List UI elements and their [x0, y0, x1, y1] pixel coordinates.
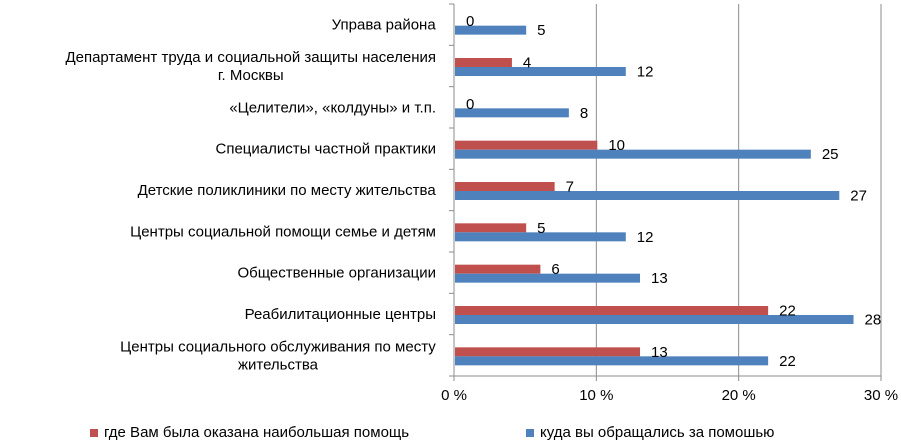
- data-label-series-1: 13: [651, 344, 668, 361]
- data-label-series-2: 22: [779, 353, 796, 370]
- data-label-series-2: 27: [850, 188, 867, 205]
- legend-item-series-1: где Вам была оказана наибольшая помощь: [90, 424, 409, 441]
- category-label: Центры социальной помощи семье и детям: [130, 223, 436, 240]
- data-label-series-1: 4: [523, 55, 531, 72]
- legend-item-series-2: куда вы обращались за помошью: [526, 424, 774, 441]
- category-label: Управа района: [332, 17, 437, 34]
- category-label: Общественные организации: [237, 265, 436, 282]
- category-label: «Целители», «колдуны» и т.п.: [229, 99, 436, 116]
- x-tick-label: 0 %: [441, 387, 467, 404]
- bar-series-2: [455, 356, 769, 366]
- bar-series-1: [455, 140, 598, 150]
- data-label-series-2: 12: [637, 229, 654, 246]
- bar-series-1: [455, 58, 512, 67]
- x-tick-label: 30 %: [864, 387, 898, 404]
- bar-series-1: [455, 306, 769, 315]
- x-tick-label: 20 %: [722, 387, 756, 404]
- data-label-series-2: 28: [865, 312, 882, 329]
- data-label-series-1: 0: [466, 96, 474, 113]
- data-label-series-1: 7: [566, 179, 574, 196]
- data-label-series-2: 5: [537, 22, 545, 39]
- data-label-series-1: 0: [466, 13, 474, 30]
- legend: где Вам была оказана наибольшая помощь к…: [0, 424, 901, 446]
- bar-series-1: [455, 223, 527, 233]
- data-label-series-2: 8: [580, 105, 588, 122]
- bar-series-1: [455, 182, 555, 191]
- category-label: Детские поликлиники по месту жительства: [138, 182, 437, 199]
- bar-series-1: [455, 347, 641, 357]
- bar-series-2: [455, 25, 527, 35]
- bar-series-2: [455, 315, 854, 324]
- category-label: Реабилитационные центры: [245, 306, 436, 323]
- data-label-series-2: 25: [822, 146, 839, 163]
- data-label-series-2: 12: [637, 64, 654, 81]
- data-label-series-1: 10: [608, 137, 625, 154]
- bar-chart: 0 % 10 % 20 % 30 % 0 5 Управа района 4 12 Департа…: [65, 3, 898, 404]
- bar-series-2: [455, 67, 626, 76]
- bar-series-1: [455, 264, 541, 274]
- bar-series-2: [455, 273, 641, 283]
- bar-series-2: [455, 232, 626, 242]
- category-label: Специалисты частной практики: [216, 141, 437, 158]
- category-label: Департамент труда и социальной защиты на…: [65, 49, 436, 84]
- legend-swatch-series-1: [90, 428, 98, 437]
- axes: [449, 3, 882, 381]
- data-label-series-1: 22: [779, 303, 796, 320]
- category-label: Центры социального обслуживания по месту…: [120, 338, 436, 373]
- x-tick-label: 10 %: [579, 387, 613, 404]
- data-label-series-2: 13: [651, 270, 668, 287]
- bar-series-2: [455, 149, 811, 159]
- legend-swatch-series-2: [526, 428, 534, 437]
- bar-series-2: [455, 191, 840, 200]
- legend-label-series-2: куда вы обращались за помошью: [540, 424, 775, 441]
- data-label-series-1: 5: [537, 220, 545, 237]
- bar-series-2: [455, 108, 569, 118]
- legend-label-series-1: где Вам была оказана наибольшая помощь: [104, 424, 410, 441]
- data-label-series-1: 6: [551, 261, 559, 278]
- bars: [455, 25, 854, 366]
- labels: 0 % 10 % 20 % 30 % 0 5 Управа района 4 12 Департа…: [65, 13, 898, 404]
